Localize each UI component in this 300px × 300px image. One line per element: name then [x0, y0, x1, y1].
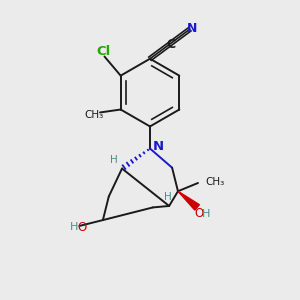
Text: H: H: [164, 192, 172, 202]
Text: O: O: [194, 207, 204, 220]
Text: CH₃: CH₃: [206, 176, 225, 187]
Text: Cl: Cl: [96, 45, 110, 58]
Text: C: C: [166, 38, 175, 51]
Text: H: H: [202, 209, 210, 219]
Text: CH₃: CH₃: [84, 110, 103, 120]
Text: N: N: [187, 22, 197, 34]
Text: N: N: [153, 140, 164, 153]
Text: O: O: [77, 221, 86, 234]
Text: H: H: [70, 222, 78, 233]
Polygon shape: [178, 191, 200, 210]
Text: H: H: [110, 155, 118, 165]
